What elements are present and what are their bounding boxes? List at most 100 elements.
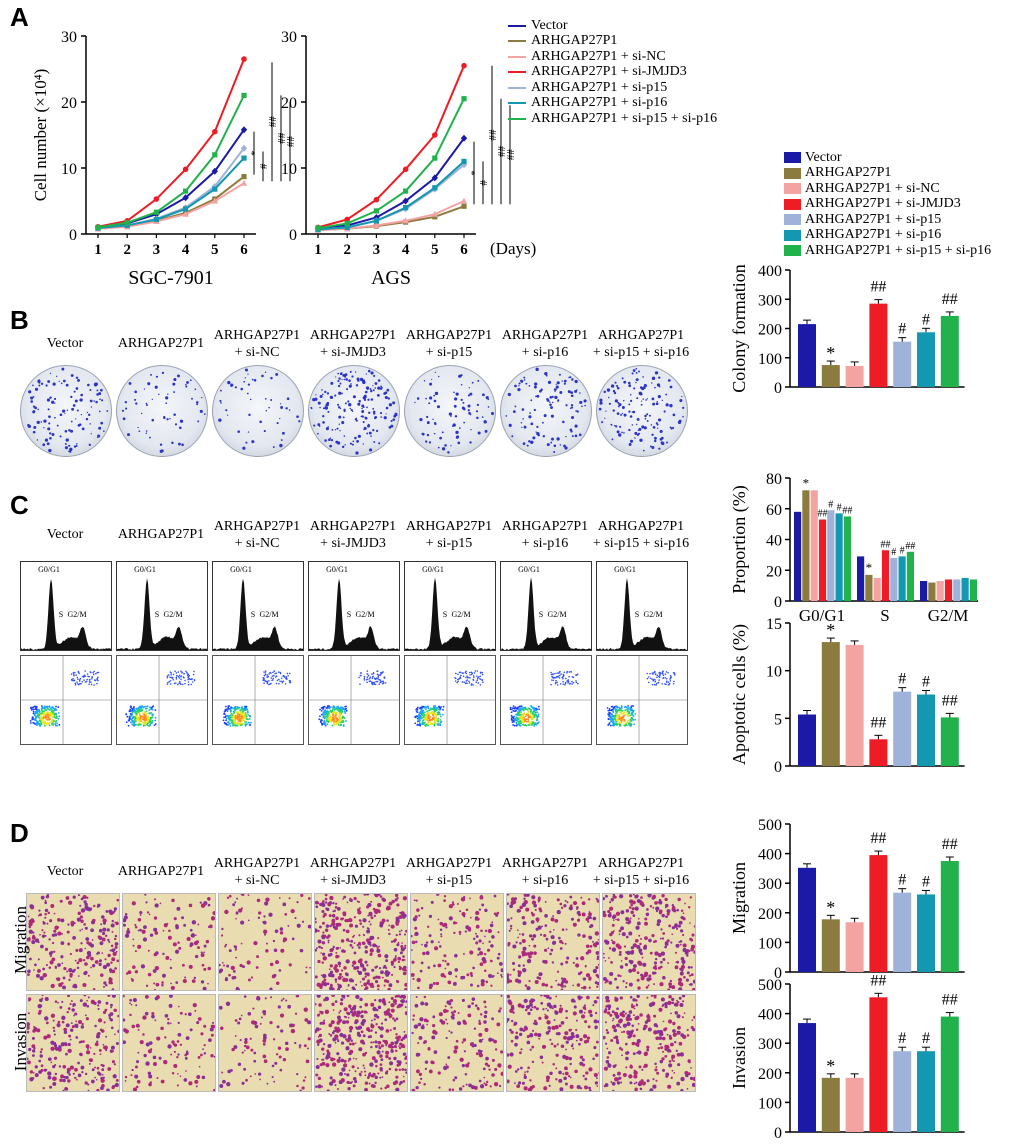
cycle-bar xyxy=(969,579,977,601)
bar-invasion-5 xyxy=(917,1051,935,1132)
group-label-line1: Vector xyxy=(46,527,84,542)
cycle-bar xyxy=(818,519,827,601)
data-point xyxy=(403,188,409,194)
group-label: ARHGAP27P1 xyxy=(111,335,211,352)
bar-invasion-4 xyxy=(893,1051,912,1132)
group-label-line1: ARHGAP27P1 xyxy=(213,856,301,871)
chart-title-0: SGC-7901 xyxy=(128,267,214,289)
histogram-plot: G0/G1 S G2/M xyxy=(597,565,687,650)
data-point xyxy=(95,224,101,230)
migration-well xyxy=(218,893,312,991)
legend-swatch xyxy=(784,167,801,179)
svg-text:G0/G1: G0/G1 xyxy=(614,565,636,574)
svg-text:G2/M: G2/M xyxy=(643,610,662,619)
svg-text:G0/G1: G0/G1 xyxy=(38,565,60,574)
bar-y-tick-label: 200 xyxy=(758,322,782,339)
data-point xyxy=(432,155,438,161)
group-label: ARHGAP27P1 xyxy=(111,863,211,880)
row-label-migration: Migration xyxy=(11,906,30,974)
bar-migration-5 xyxy=(917,894,935,972)
cycle-bar xyxy=(835,513,843,601)
series-line-1-2 xyxy=(317,200,465,232)
group-label-line1: ARHGAP27P1 xyxy=(309,519,397,534)
colony-dish xyxy=(596,365,688,457)
group-label-line1: ARHGAP27P1 xyxy=(309,856,397,871)
group-label-line2: + si-p15 + si-p16 xyxy=(592,536,690,551)
apoptosis-flow-plot xyxy=(404,655,496,745)
data-point xyxy=(182,210,189,217)
x-tick-label-0: 3 xyxy=(153,242,161,258)
data-point xyxy=(344,224,350,230)
stained-cells xyxy=(123,995,215,1091)
flow-scatter xyxy=(597,656,687,744)
data-point xyxy=(241,56,247,62)
legend-item: ARHGAP27P1 + si-JMJD3 xyxy=(508,64,717,81)
group-label-line1: ARHGAP27P1 xyxy=(501,519,589,534)
cycle-bar xyxy=(810,490,818,601)
cycle-bar xyxy=(944,579,953,601)
legend-item: ARHGAP27P1 + si-JMJD3 xyxy=(784,196,991,213)
group-label-line1: ARHGAP27P1 xyxy=(117,527,205,542)
colony-dots xyxy=(505,367,587,453)
group-label-line1: ARHGAP27P1 xyxy=(309,328,397,343)
legend-item: ARHGAP27P1 + si-p16 xyxy=(508,95,717,112)
bar-migration-1 xyxy=(821,919,840,972)
legend-item: ARHGAP27P1 xyxy=(508,33,717,50)
legend-swatch xyxy=(508,55,526,58)
x-tick-label-1: 3 xyxy=(373,242,381,258)
legend-swatch xyxy=(508,40,526,43)
cycle-bar xyxy=(865,574,873,601)
data-point xyxy=(183,188,189,194)
group-label-line1: Vector xyxy=(46,336,84,351)
bar-migration-2 xyxy=(845,922,864,972)
y-tick-label-1: 0 xyxy=(289,227,297,244)
flow-scatter xyxy=(309,656,399,744)
y-axis-label-0: Cell number (×10⁴) xyxy=(31,69,50,202)
invasion-well xyxy=(314,994,408,1092)
bar-colony-5 xyxy=(917,332,935,387)
legend-item: Vector xyxy=(508,18,717,34)
legend-item: ARHGAP27P1 + si-p15 + si-p16 xyxy=(508,111,717,127)
panel-letter-b: B xyxy=(10,305,29,335)
group-label-line1: ARHGAP27P1 xyxy=(501,856,589,871)
svg-text:G2/M: G2/M xyxy=(67,610,86,619)
data-point xyxy=(211,167,218,175)
colony-dots xyxy=(310,369,398,455)
svg-text:G0/G1: G0/G1 xyxy=(422,565,444,574)
legend-swatch xyxy=(508,117,526,120)
y-tick-label-1: 30 xyxy=(281,29,297,46)
stained-cells xyxy=(123,894,215,990)
cycle-bar xyxy=(890,557,898,601)
data-point xyxy=(432,132,438,138)
sig-mark-migration: # xyxy=(898,872,906,889)
group-label-line2: + si-p16 xyxy=(521,536,569,551)
bar-invasion-0 xyxy=(798,1023,816,1132)
colony-dots xyxy=(598,367,685,452)
cycle-bar xyxy=(953,579,961,601)
svg-text:S: S xyxy=(155,610,159,619)
bar-y-label-migration: Migration xyxy=(729,862,749,934)
migration-well xyxy=(122,893,216,991)
legend-item: ARHGAP27P1 xyxy=(784,165,991,182)
sig-mark: ## xyxy=(276,132,288,144)
bar-migration-3 xyxy=(869,855,888,972)
series-line-1-6 xyxy=(317,98,465,230)
group-label-line2: + si-JMJD3 xyxy=(320,873,386,888)
data-point xyxy=(432,214,438,220)
stained-cells xyxy=(411,894,503,990)
flow-scatter xyxy=(501,656,591,744)
legend-swatch xyxy=(784,183,801,195)
cycle-bar xyxy=(936,581,944,601)
flow-scatter xyxy=(117,656,207,744)
bar-y-tick-label: 300 xyxy=(758,1036,782,1053)
bar-colony-2 xyxy=(845,365,864,387)
bar-y-tick-label: 400 xyxy=(758,263,782,280)
legend-item: ARHGAP27P1 + si-NC xyxy=(508,49,717,65)
data-point xyxy=(212,186,218,192)
data-point xyxy=(431,174,438,182)
group-label: ARHGAP27P1 + si-p15 + si-p16 xyxy=(591,327,691,361)
migration-well xyxy=(602,893,696,991)
growth-legend: Vector ARHGAP27P1 ARHGAP27P1 + si-NC ARHGAP… xyxy=(508,18,717,127)
series-line-0-6 xyxy=(97,94,245,229)
group-label-line2: + si-p15 xyxy=(425,873,473,888)
